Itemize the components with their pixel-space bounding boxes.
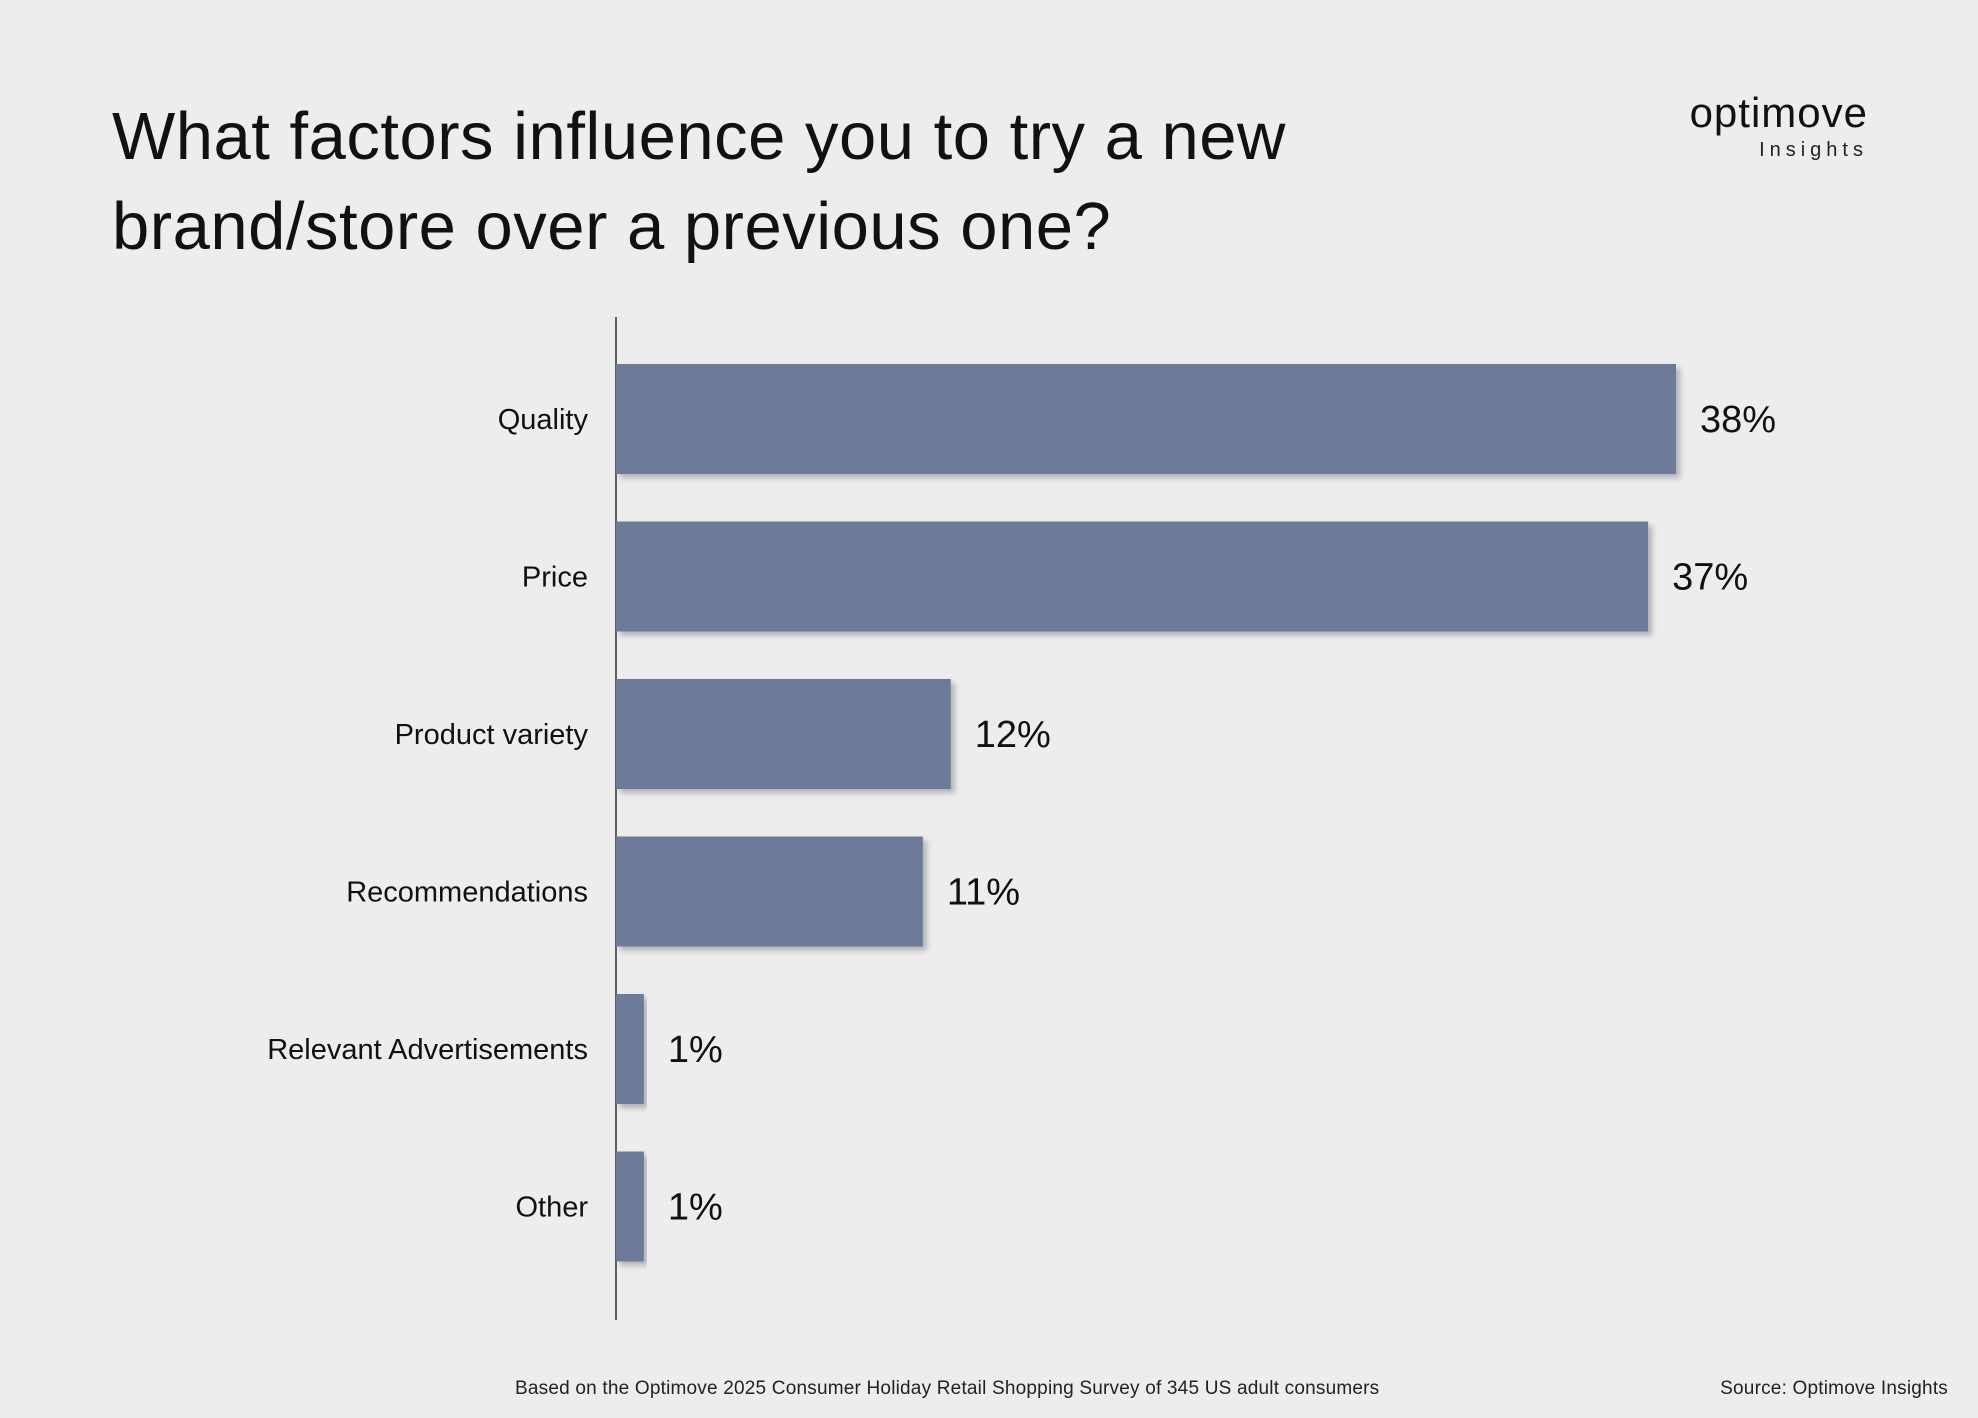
category-label: Product variety	[395, 719, 589, 751]
logo-wordmark: optimove	[1689, 89, 1868, 136]
category-label: Price	[522, 562, 588, 594]
value-label: 37%	[1672, 557, 1748, 599]
value-label: 38%	[1700, 399, 1776, 441]
bar-price	[616, 521, 1649, 632]
bar-quality	[616, 364, 1676, 474]
logo-subtitle: Insights	[1759, 139, 1868, 161]
category-label: Other	[515, 1192, 588, 1224]
survey-footnote: Based on the Optimove 2025 Consumer Holi…	[515, 1378, 1380, 1399]
category-label: Recommendations	[346, 877, 588, 909]
chart-title: What factors influence you to try a new …	[112, 99, 1286, 264]
bar-relevant-advertisements	[616, 994, 644, 1104]
value-label: 1%	[668, 1029, 723, 1071]
bar-other	[616, 1151, 644, 1262]
value-label: 1%	[668, 1187, 723, 1229]
value-label: 12%	[975, 714, 1051, 756]
bar-recommendations	[616, 836, 923, 947]
value-label: 11%	[947, 872, 1020, 914]
bar-product-variety	[616, 679, 951, 789]
source-note: Source: Optimove Insights	[1720, 1378, 1948, 1399]
category-label: Quality	[498, 404, 589, 436]
category-label: Relevant Advertisements	[267, 1034, 588, 1066]
optimove-insights-logo: optimove Insights	[1690, 90, 1868, 162]
